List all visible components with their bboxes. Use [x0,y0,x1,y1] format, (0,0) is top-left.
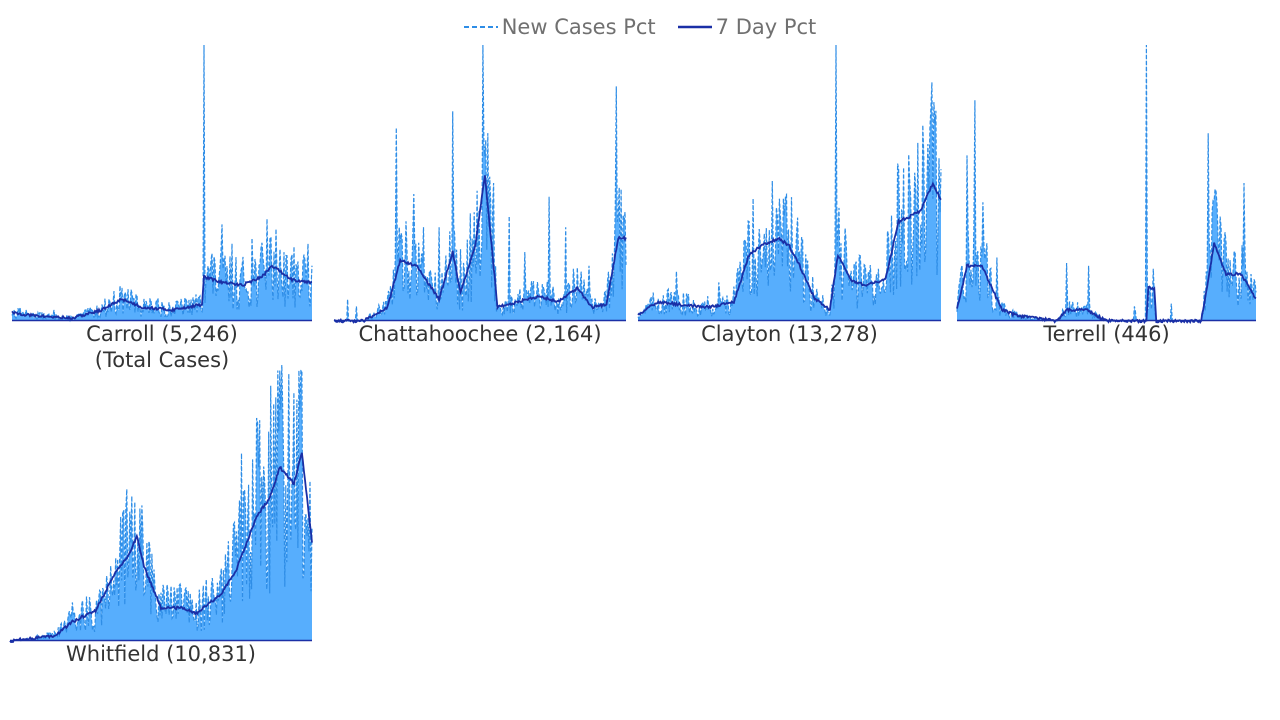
chart-chattahoochee [333,44,627,324]
legend-label-new-cases: New Cases Pct [501,15,656,39]
panel-terrell: Terrell (446) [956,44,1257,346]
panel-label-carroll: Carroll (5,246) [86,322,238,346]
chart-carroll [11,44,313,323]
legend-item-new-cases[interactable]: New Cases Pct [463,15,656,39]
chart-legend: New Cases Pct 7 Day Pct [0,12,1280,42]
seven-day-line-carroll [11,264,313,321]
panel-whitfield: Whitfield (10,831) [9,364,313,666]
panel-carroll: Carroll (5,246) (Total Cases) [11,44,313,372]
panel-label-whitfield: Whitfield (10,831) [66,642,256,666]
solid-line-icon [677,25,712,29]
seven-day-line-clayton [637,181,942,316]
panel-sublabel-carroll: (Total Cases) [94,348,230,372]
legend-label-seven-day: 7 Day Pct [715,15,817,39]
area-chattahoochee [334,45,626,321]
panel-label-clayton: Clayton (13,278) [701,322,878,346]
panel-label-chattahoochee: Chattahoochee (2,164) [358,322,602,346]
panel-chattahoochee: Chattahoochee (2,164) [333,44,627,346]
dashed-line-icon [463,26,498,28]
chart-terrell [956,44,1257,325]
area-terrell [957,45,1256,321]
new-cases-line-chattahoochee [334,44,627,322]
new-cases-line-whitfield [10,364,313,642]
legend-item-seven-day[interactable]: 7 Day Pct [677,15,817,39]
seven-day-line-whitfield [9,452,313,644]
panel-clayton: Clayton (13,278) [637,44,942,346]
area-carroll [12,45,312,321]
chart-whitfield [9,364,313,644]
panel-label-terrell: Terrell (446) [1043,322,1170,346]
new-cases-line-clayton [637,44,942,321]
area-whitfield [10,365,312,641]
seven-day-line-chattahoochee [333,175,627,324]
chart-clayton [637,44,942,322]
